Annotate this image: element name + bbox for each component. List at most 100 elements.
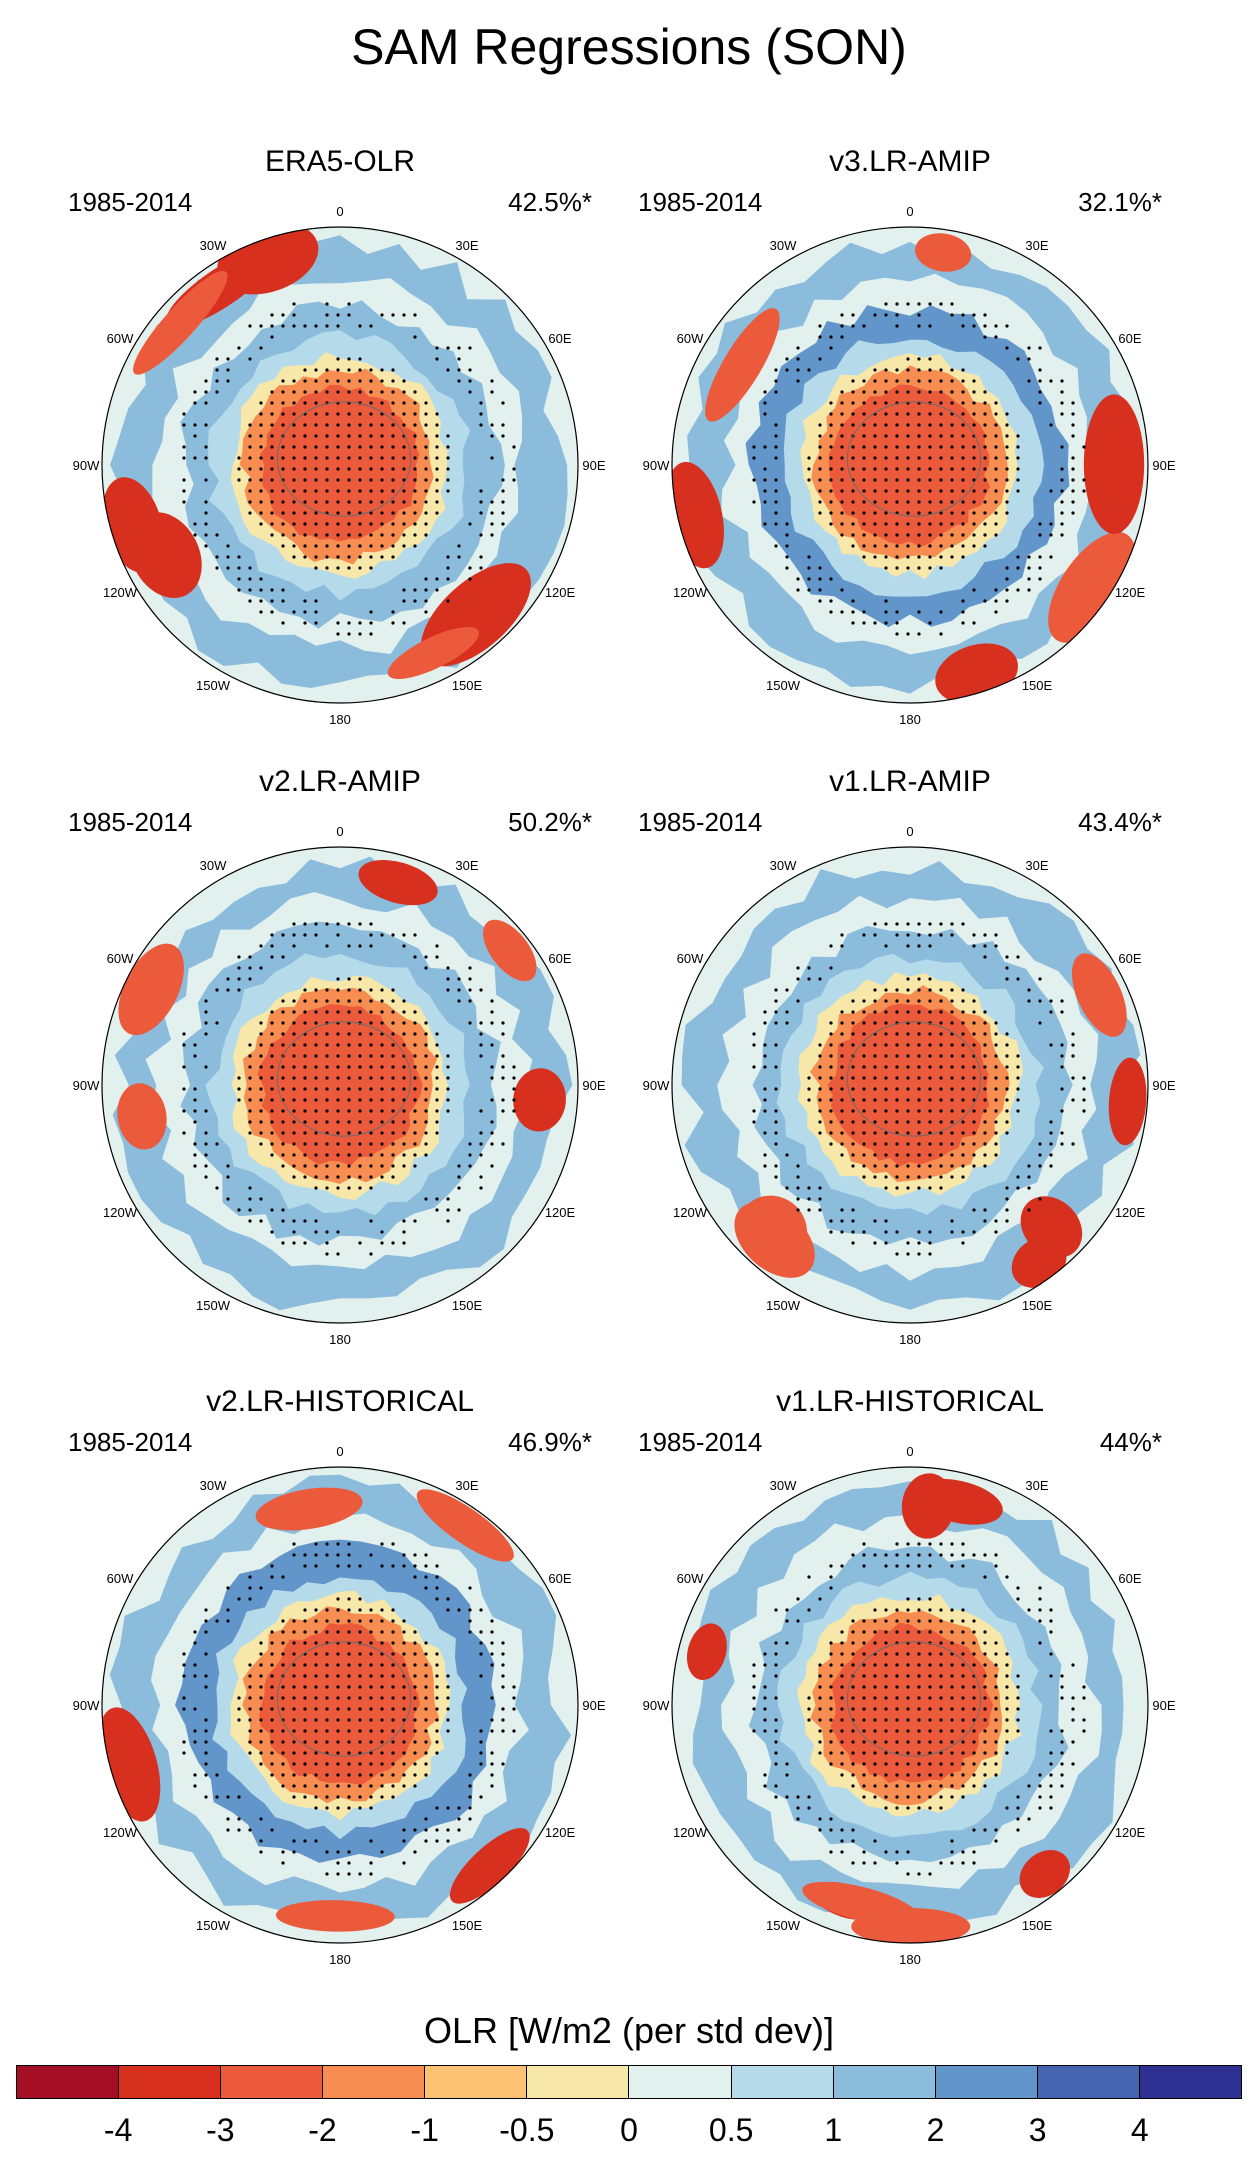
- colorbar: [16, 2065, 1242, 2099]
- longitude-label: 120W: [103, 585, 138, 600]
- anomaly-blob: [802, 1881, 919, 1926]
- longitude-label: 90E: [1152, 1078, 1175, 1093]
- map-panel: v3.LR-AMIP 1985-2014 32.1%* 0 30E 60E 90E 120E 1…: [610, 145, 1210, 745]
- map-panel: ERA5-OLR 1985-2014 42.5%* 0 30E 60E 90E 120E 150…: [40, 145, 640, 745]
- panel-variance: 43.4%*: [1078, 807, 1162, 837]
- panel-period: 1985-2014: [638, 187, 763, 217]
- contour-band: [286, 1032, 396, 1140]
- longitude-label: 30E: [455, 238, 478, 253]
- longitude-label: 180: [329, 1332, 351, 1347]
- longitude-label: 90W: [73, 1078, 100, 1093]
- map-panel: v2.LR-HISTORICAL 1985-2014 46.9%* 0 30E 60E 90…: [40, 1385, 640, 1985]
- polar-map: 0 30E 60E 90E 120E 150E 180 150W 120W 90W 60W 30W: [73, 205, 606, 727]
- longitude-label: 60E: [548, 1571, 571, 1586]
- colorbar-swatch: [731, 2066, 834, 2098]
- contour-band: [857, 1651, 966, 1760]
- anomaly-blob: [387, 626, 479, 680]
- colorbar-tick-label: -1: [410, 2112, 439, 2148]
- polar-map: 0 30E 60E 90E 120E 150E 180 150W 120W 90W 60W 30W: [73, 825, 606, 1347]
- antarctica-coastline: [846, 1021, 982, 1137]
- contour-band: [856, 1029, 964, 1140]
- longitude-label: 60W: [677, 951, 704, 966]
- longitude-label: 150W: [196, 1918, 231, 1933]
- map-boundary: [101, 1466, 579, 1944]
- longitude-label: 60W: [107, 951, 134, 966]
- longitude-label: 30E: [455, 858, 478, 873]
- map-boundary: [101, 226, 579, 704]
- longitude-label: 90W: [643, 1078, 670, 1093]
- longitude-label: 30W: [200, 858, 227, 873]
- anomaly-blob: [1083, 394, 1145, 534]
- longitude-label: 60W: [677, 331, 704, 346]
- significance-stipple: [752, 302, 1086, 636]
- longitude-label: 180: [899, 1332, 921, 1347]
- longitude-label: 60W: [107, 1571, 134, 1586]
- contour-band: [288, 1651, 394, 1760]
- longitude-label: 120W: [673, 585, 708, 600]
- longitude-label: 120E: [1115, 1825, 1146, 1840]
- colorbar-swatch: [833, 2066, 936, 2098]
- antarctica-coastline: [846, 1641, 982, 1757]
- longitude-label: 0: [906, 1445, 913, 1459]
- panel-variance: 46.9%*: [508, 1427, 592, 1457]
- longitude-label: 150E: [1022, 1298, 1053, 1313]
- longitude-label: 90W: [643, 458, 670, 473]
- antarctica-coastline: [276, 401, 412, 517]
- anomaly-blob: [915, 233, 972, 272]
- longitude-label: 150W: [766, 1298, 801, 1313]
- chart-title: SAM Regressions (SON): [351, 19, 907, 75]
- longitude-label: 150E: [452, 678, 483, 693]
- longitude-label: 150E: [1022, 1918, 1053, 1933]
- olr-field: [102, 847, 578, 1323]
- map-boundary: [671, 846, 1149, 1324]
- longitude-label: 150E: [452, 1918, 483, 1933]
- longitude-label: 150E: [1022, 678, 1053, 693]
- panel-title: v1.LR-HISTORICAL: [776, 1385, 1044, 1418]
- anomaly-blob: [449, 1828, 530, 1904]
- colorbar-swatch: [527, 2066, 630, 2098]
- anomaly-blob: [705, 308, 780, 422]
- map-panel: v1.LR-AMIP 1985-2014 43.4%* 0 30E 60E 90E 120E 1…: [610, 765, 1210, 1365]
- panel-period: 1985-2014: [68, 807, 193, 837]
- longitude-label: 90W: [73, 1698, 100, 1713]
- anomaly-blob: [483, 919, 537, 982]
- panel-title: v2.LR-HISTORICAL: [206, 1385, 474, 1418]
- colorbar-tick-label: -0.5: [499, 2112, 555, 2148]
- longitude-label: 30E: [1025, 1478, 1048, 1493]
- panel-title: ERA5-OLR: [264, 145, 416, 178]
- longitude-label: 60E: [548, 331, 571, 346]
- panel-title: v2.LR-AMIP: [259, 765, 421, 798]
- significance-stipple: [752, 922, 1086, 1256]
- longitude-label: 120E: [545, 1205, 576, 1220]
- colorbar-tick-label: 3: [1028, 2112, 1047, 2148]
- longitude-label: 60W: [677, 1571, 704, 1586]
- anomaly-blob: [737, 1195, 808, 1265]
- olr-field: [102, 1467, 578, 1943]
- colorbar-swatch: [425, 2066, 528, 2098]
- colorbar-tick-label: -4: [103, 2112, 133, 2148]
- colorbar-swatch: [17, 2066, 120, 2098]
- longitude-label: 30E: [1025, 238, 1048, 253]
- olr-field: [672, 847, 1148, 1323]
- longitude-label: 0: [336, 205, 343, 219]
- longitude-label: 60E: [548, 951, 571, 966]
- colorbar-swatch: [323, 2066, 426, 2098]
- panel-period: 1985-2014: [68, 1427, 193, 1457]
- anomaly-blob: [1108, 1057, 1147, 1146]
- significance-stipple: [752, 1542, 1086, 1876]
- anomaly-blob: [118, 943, 184, 1036]
- panel-period: 1985-2014: [68, 187, 193, 217]
- anomaly-blob: [133, 270, 228, 375]
- significance-stipple: [182, 302, 516, 636]
- polar-map: 0 30E 60E 90E 120E 150E 180 150W 120W 90W 60W 30W: [643, 825, 1176, 1347]
- anomaly-blob: [513, 1068, 566, 1132]
- longitude-label: 180: [329, 1952, 351, 1967]
- anomaly-blob: [901, 1473, 955, 1539]
- longitude-label: 60E: [1118, 331, 1141, 346]
- map-boundary: [671, 226, 1149, 704]
- panel-variance: 44%*: [1099, 1427, 1162, 1457]
- longitude-label: 150W: [196, 1298, 231, 1313]
- olr-field: [102, 227, 578, 703]
- anomaly-blob: [117, 1083, 167, 1150]
- longitude-label: 120E: [1115, 585, 1146, 600]
